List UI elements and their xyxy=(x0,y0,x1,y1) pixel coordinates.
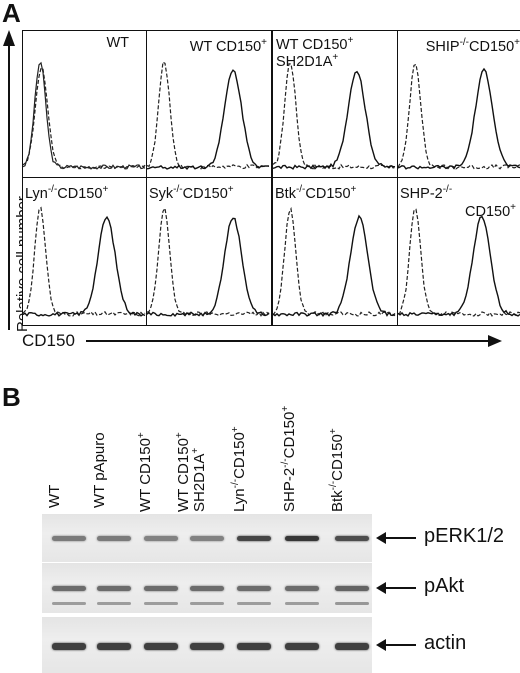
histogram-label: WT CD150+ xyxy=(276,35,354,53)
panel-a-letter: A xyxy=(2,0,21,28)
cd150-histogram-line xyxy=(273,214,396,317)
blot-band xyxy=(285,536,319,541)
histogram-label-line2: SH2D1A+ xyxy=(276,52,339,70)
cd150-histogram-line xyxy=(398,215,520,317)
panel-b-letter: B xyxy=(2,382,21,412)
blot-band xyxy=(335,586,369,591)
cd150-histogram-line xyxy=(23,215,146,317)
left-arrow-icon xyxy=(376,639,416,651)
histogram-label: Btk-/-CD150+ xyxy=(275,184,357,202)
up-arrow-icon xyxy=(3,30,15,46)
control-histogram-line xyxy=(273,206,396,317)
blot-band xyxy=(144,586,178,591)
histogram-plot xyxy=(147,206,270,318)
blot-band xyxy=(190,643,224,650)
control-histogram-line xyxy=(273,63,396,170)
blot-band xyxy=(144,643,178,650)
control-histogram-line xyxy=(23,61,146,170)
histogram-label: WT CD150+ xyxy=(189,37,267,55)
lane-label-line2: SH2D1A+ xyxy=(190,447,208,512)
blot-band xyxy=(285,643,319,650)
histogram-panel: Lyn-/-CD150+ xyxy=(22,177,148,326)
lane-label: WT pApuro xyxy=(91,432,108,508)
histogram-panel: SHIP-/-CD150+ xyxy=(397,30,520,179)
histogram-plot xyxy=(398,63,520,170)
blot-band xyxy=(52,602,86,605)
histogram-plot xyxy=(23,61,146,170)
blot-band xyxy=(237,602,271,605)
control-histogram-line xyxy=(398,63,520,170)
cd150-histogram-line xyxy=(398,67,520,170)
histogram-label: Syk-/-CD150+ xyxy=(149,184,234,202)
blot-band xyxy=(237,536,271,541)
blot-band xyxy=(97,536,131,541)
blot-band xyxy=(52,586,86,591)
histogram-panel: Btk-/-CD150+ xyxy=(272,177,398,326)
blot-band xyxy=(190,586,224,591)
blot-band xyxy=(190,602,224,605)
blot-band xyxy=(190,536,224,541)
cd150-histogram-line xyxy=(147,69,270,170)
right-arrow-icon xyxy=(488,335,502,347)
histogram-plot xyxy=(273,206,396,317)
lane-label: WT xyxy=(46,484,63,508)
blot-band xyxy=(335,536,369,541)
histogram-panel: SHP-2-/- CD150+ xyxy=(397,177,520,326)
blot-label: pAkt xyxy=(424,575,465,597)
histogram-label: Lyn-/-CD150+ xyxy=(25,184,109,202)
histogram-panel: WT CD150+ xyxy=(146,30,272,179)
lane-label: Btk-/-CD150+ xyxy=(328,428,346,512)
blot-band xyxy=(97,643,131,650)
histogram-panel: Syk-/-CD150+ xyxy=(146,177,272,326)
lane-label: SHP-2-/-CD150+ xyxy=(280,405,298,512)
histogram-panel: WT xyxy=(22,30,148,179)
blot-band xyxy=(335,643,369,650)
blot-label: pERK1/2 xyxy=(424,525,505,547)
blot-band xyxy=(335,602,369,605)
blot-band xyxy=(144,536,178,541)
blot-band xyxy=(285,602,319,605)
control-histogram-line xyxy=(23,67,146,170)
blot-band xyxy=(97,586,131,591)
histogram-label: SHP-2-/- xyxy=(400,184,453,202)
x-axis-label: CD150 xyxy=(22,331,75,350)
blot-band xyxy=(237,643,271,650)
left-arrow-icon xyxy=(376,532,416,544)
blot-band xyxy=(237,586,271,591)
histogram-label: WT xyxy=(106,35,129,51)
control-histogram-line xyxy=(398,208,520,317)
histogram-plot xyxy=(147,61,270,170)
control-histogram-line xyxy=(23,206,146,317)
histogram-label: SHIP-/-CD150+ xyxy=(425,37,520,55)
lane-label: Lyn-/-CD150+ xyxy=(230,426,248,512)
blot-band xyxy=(97,602,131,605)
histogram-plot xyxy=(273,63,396,170)
cd150-histogram-line xyxy=(147,217,270,318)
cd150-histogram-line xyxy=(273,70,396,170)
blot-band xyxy=(144,602,178,605)
histogram-plot xyxy=(23,206,146,317)
left-arrow-icon xyxy=(376,582,416,594)
histogram-label-line2: CD150+ xyxy=(465,202,516,220)
blot-band xyxy=(285,586,319,591)
lane-label: WT CD150+ xyxy=(136,432,154,512)
blot-band xyxy=(52,536,86,541)
histogram-plot xyxy=(398,208,520,317)
blot-band xyxy=(52,643,86,650)
blot-label: actin xyxy=(424,632,467,654)
